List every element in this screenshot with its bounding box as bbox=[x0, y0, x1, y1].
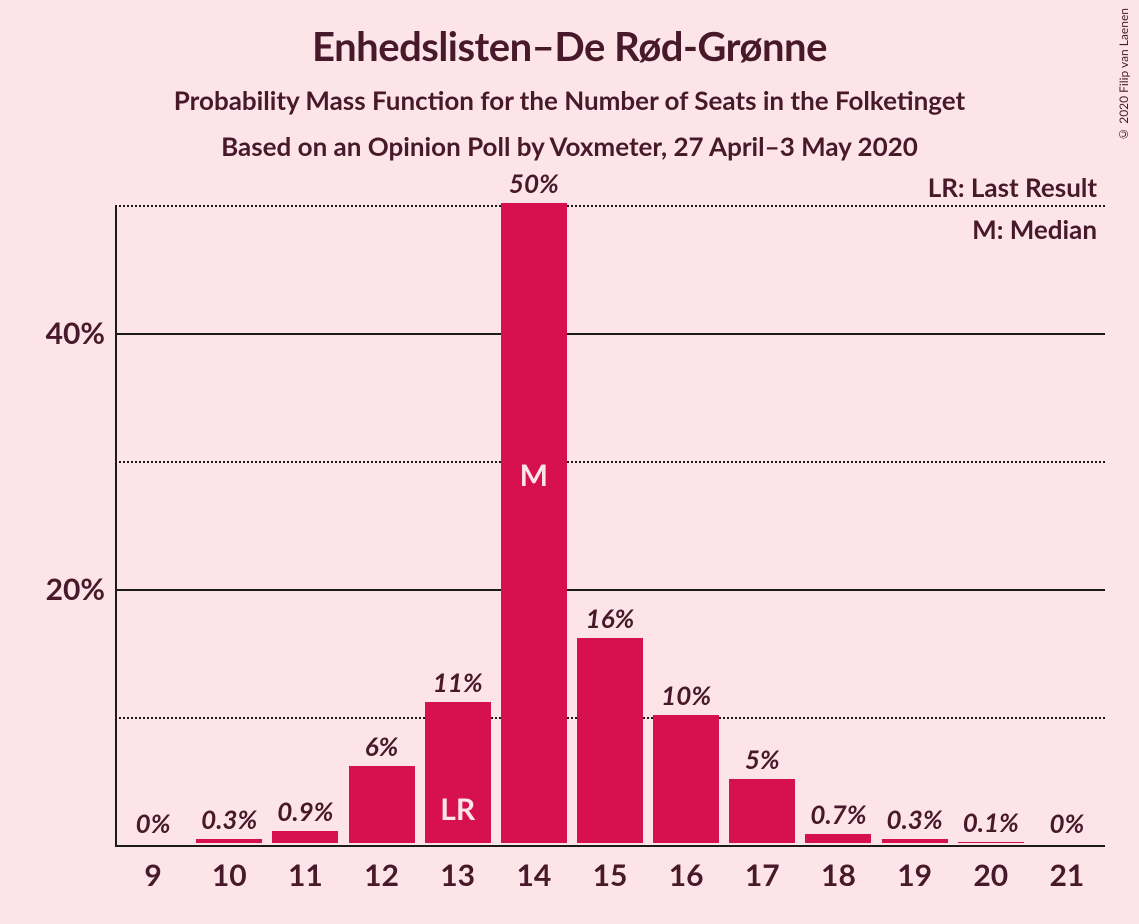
bar-value-label: 0% bbox=[1007, 807, 1127, 839]
x-tick-label: 10 bbox=[191, 857, 267, 893]
x-tick-label: 21 bbox=[1029, 857, 1105, 893]
bar-slot: 5% bbox=[724, 205, 800, 845]
x-tick-label: 18 bbox=[800, 857, 876, 893]
bar bbox=[882, 839, 948, 843]
bar-slot: 0% bbox=[1029, 205, 1105, 845]
bar bbox=[349, 766, 415, 843]
title-block: Enhedslisten–De Rød-Grønne Probability M… bbox=[0, 0, 1139, 162]
bar bbox=[272, 831, 338, 843]
bar bbox=[653, 715, 719, 843]
copyright-text: © 2020 Filip van Laenen bbox=[1116, 8, 1131, 142]
x-tick-label: 11 bbox=[267, 857, 343, 893]
bar-annotation: M bbox=[501, 457, 567, 493]
plot-area: 20%40%LR: Last ResultM: Median0%90.3%100… bbox=[115, 205, 1105, 845]
x-tick-label: 14 bbox=[496, 857, 572, 893]
bar bbox=[501, 203, 567, 843]
bar-slot: 0.7% bbox=[800, 205, 876, 845]
bar-slot: 11%LR bbox=[420, 205, 496, 845]
bar-slot: 0% bbox=[115, 205, 191, 845]
x-axis bbox=[115, 845, 1105, 847]
bar bbox=[577, 638, 643, 843]
legend-lr: LR: Last Result bbox=[928, 171, 1097, 203]
x-tick-label: 20 bbox=[953, 857, 1029, 893]
x-tick-label: 19 bbox=[877, 857, 953, 893]
chart-subtitle-1: Probability Mass Function for the Number… bbox=[0, 84, 1139, 116]
x-tick-label: 16 bbox=[648, 857, 724, 893]
bar bbox=[805, 834, 871, 843]
bar-slot: 0.3% bbox=[877, 205, 953, 845]
bar bbox=[196, 839, 262, 843]
bar-value-label: 50% bbox=[474, 167, 594, 199]
bar-slot: 16% bbox=[572, 205, 648, 845]
chart-title: Enhedslisten–De Rød-Grønne bbox=[0, 22, 1139, 70]
x-tick-label: 15 bbox=[572, 857, 648, 893]
bar-annotation: LR bbox=[425, 791, 491, 827]
x-tick-label: 12 bbox=[344, 857, 420, 893]
x-tick-label: 9 bbox=[115, 857, 191, 893]
chart-area: 20%40%LR: Last ResultM: Median0%90.3%100… bbox=[115, 205, 1105, 845]
bar-slot: 6% bbox=[344, 205, 420, 845]
bar-slot: 0.3% bbox=[191, 205, 267, 845]
y-tick-label: 20% bbox=[5, 571, 105, 607]
x-tick-label: 13 bbox=[420, 857, 496, 893]
chart-subtitle-2: Based on an Opinion Poll by Voxmeter, 27… bbox=[0, 130, 1139, 162]
bar-slot: 50%M bbox=[496, 205, 572, 845]
bar-slot: 0.1% bbox=[953, 205, 1029, 845]
x-tick-label: 17 bbox=[724, 857, 800, 893]
bar bbox=[958, 842, 1024, 843]
y-tick-label: 40% bbox=[5, 315, 105, 351]
